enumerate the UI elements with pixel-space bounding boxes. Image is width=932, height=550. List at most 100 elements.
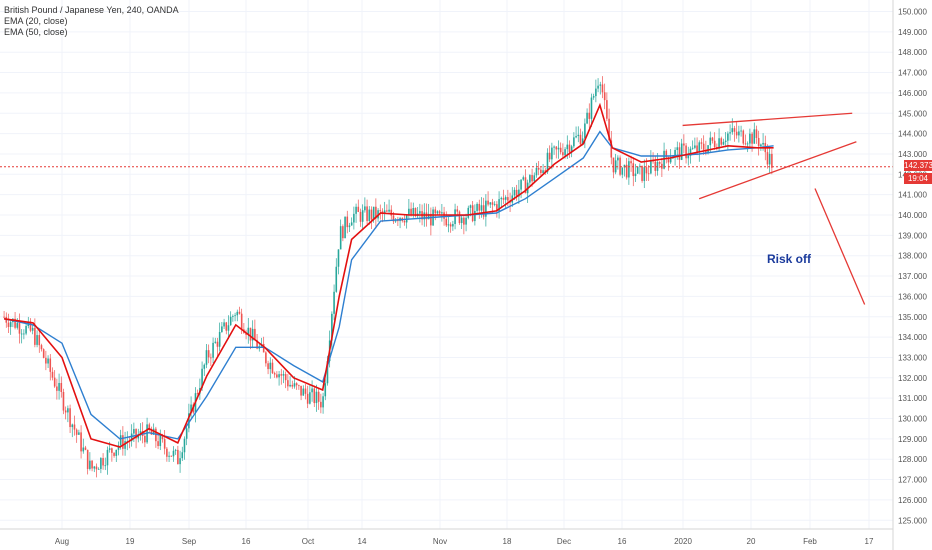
candle <box>438 209 441 215</box>
y-tick-label: 131.000 <box>898 394 927 403</box>
candle <box>467 205 470 220</box>
candle <box>720 136 723 146</box>
candle <box>29 318 32 333</box>
candle <box>82 438 85 454</box>
candle <box>102 453 104 470</box>
candle <box>535 162 538 178</box>
x-tick-label: Feb <box>803 537 817 546</box>
trendline-1[interactable] <box>682 112 853 127</box>
candle <box>342 224 344 242</box>
candle <box>595 79 597 103</box>
candle <box>727 131 729 151</box>
candle <box>612 157 615 179</box>
candle <box>724 132 727 148</box>
candle <box>639 163 641 175</box>
candle <box>375 198 377 229</box>
candle <box>23 329 25 340</box>
candle <box>31 324 34 335</box>
candle <box>408 199 410 219</box>
candle <box>416 206 419 219</box>
trendline-3[interactable] <box>814 188 866 305</box>
candle <box>691 140 694 150</box>
candle <box>80 425 82 459</box>
x-tick-label: 19 <box>126 537 135 546</box>
y-tick-label: 133.000 <box>898 353 927 362</box>
x-tick-label: Oct <box>302 537 315 546</box>
candle <box>366 199 368 224</box>
candle <box>601 76 604 99</box>
y-tick-label: 128.000 <box>898 455 927 464</box>
candle <box>478 199 481 219</box>
candle <box>97 467 100 470</box>
candle <box>56 378 58 400</box>
candle <box>64 406 67 420</box>
candle <box>210 353 212 367</box>
candle <box>355 203 357 223</box>
candle <box>62 388 65 415</box>
candle <box>185 425 188 446</box>
candle <box>221 321 223 333</box>
risk-off-annotation[interactable]: Risk off <box>767 252 812 266</box>
candle <box>207 344 210 364</box>
candle <box>529 174 531 186</box>
candle <box>621 167 624 179</box>
candle <box>716 143 718 151</box>
y-tick-label: 149.000 <box>898 28 927 37</box>
candle <box>291 380 294 389</box>
candle <box>500 196 503 208</box>
candle <box>236 309 239 322</box>
candle <box>386 204 388 213</box>
candle <box>636 166 639 174</box>
candle <box>223 318 225 329</box>
trendline-drawings[interactable] <box>682 112 866 305</box>
candle <box>584 118 586 149</box>
candle <box>553 145 555 155</box>
candle <box>654 155 657 177</box>
candle <box>548 145 551 163</box>
candle <box>126 431 129 451</box>
candle <box>214 337 217 344</box>
candle <box>738 125 740 143</box>
candle <box>159 429 162 451</box>
candle <box>238 306 241 315</box>
candle <box>540 167 542 177</box>
candle <box>346 210 349 234</box>
candle <box>592 93 595 100</box>
legend-ema50[interactable]: EMA (50, close) <box>4 27 68 37</box>
candle <box>702 135 705 155</box>
x-tick-label: 14 <box>358 537 367 546</box>
legend-ema20[interactable]: EMA (20, close) <box>4 16 68 26</box>
x-tick-label: Dec <box>557 537 571 546</box>
candle <box>568 140 571 158</box>
candle <box>711 136 714 144</box>
candle <box>337 249 340 275</box>
candle <box>38 330 41 353</box>
x-tick-label: 2020 <box>674 537 692 546</box>
candle <box>445 211 448 228</box>
candle <box>20 329 23 344</box>
candle <box>18 313 21 344</box>
candle <box>287 373 289 391</box>
legend-title[interactable]: British Pound / Japanese Yen, 240, OANDA <box>4 5 179 15</box>
candle <box>599 81 602 95</box>
candle <box>130 424 133 447</box>
y-tick-label: 147.000 <box>898 69 927 78</box>
candle <box>419 203 421 223</box>
time-axis[interactable]: Aug 19 Sep 16 Oct 14 Nov 18 Dec 16 2020 20 Feb 17 <box>55 537 874 546</box>
candle <box>542 163 544 175</box>
candle <box>581 131 584 146</box>
price-axis[interactable]: 125.000 126.000 127.000 128.000 129.000 130.0… <box>898 8 927 526</box>
candle <box>273 371 276 378</box>
candle <box>69 404 71 434</box>
candle <box>456 205 459 215</box>
candle <box>289 376 291 388</box>
trendline-2[interactable] <box>698 141 857 200</box>
candle <box>641 165 643 183</box>
candle <box>353 206 355 230</box>
candle <box>348 222 351 232</box>
chart-legend: British Pound / Japanese Yen, 240, OANDA… <box>4 5 179 38</box>
candle <box>573 132 575 149</box>
candle <box>522 175 525 181</box>
candle <box>647 165 650 181</box>
